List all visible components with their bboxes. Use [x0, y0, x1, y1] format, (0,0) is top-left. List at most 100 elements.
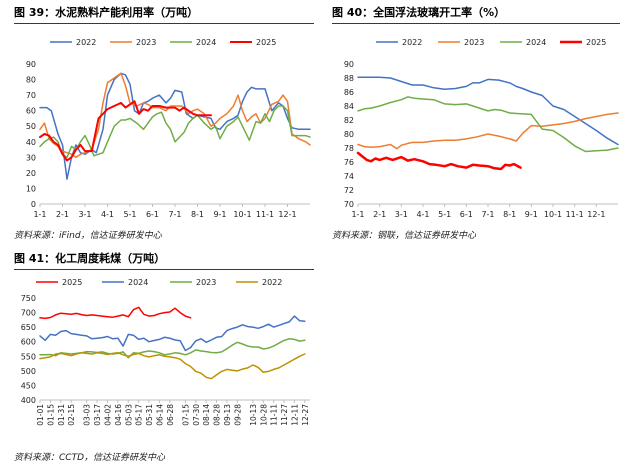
chart-3-source: 资料来源：CCTD，信达证券研发中心	[14, 453, 165, 463]
x-tick-label: 12-1	[587, 210, 605, 219]
x-tick-label: 02-15	[67, 404, 76, 426]
y-tick-label: 72	[344, 186, 354, 195]
x-tick-label: 3-1	[395, 210, 408, 219]
y-tick-label: 74	[344, 172, 354, 181]
x-tick-label: 05-03	[124, 404, 133, 426]
x-tick-label: 8-1	[503, 210, 516, 219]
chart-panel-3: 图 41：化工周度耗煤（万吨） 400 450 500 550 600 650 700 750…	[14, 250, 314, 464]
series-line-2025	[356, 151, 522, 171]
y-tick-label: 650	[21, 323, 36, 332]
x-tick-label: 2-1	[56, 210, 69, 219]
y-tick-label: 90	[26, 60, 36, 69]
series-line-2025	[39, 100, 212, 162]
legend-label-2024: 2024	[196, 38, 216, 47]
y-tick-label: 70	[344, 200, 354, 209]
y-tick-label: 84	[344, 102, 354, 111]
chart-2-source: 资料来源：钢联，信达证券研发中心	[332, 231, 477, 241]
y-tick-label: 30	[26, 153, 36, 162]
x-tick-label: 7-1	[168, 210, 181, 219]
legend-label-2025: 2025	[586, 38, 606, 47]
chart-1-title: 图 39：水泥熟料产能利用率（万吨）	[14, 6, 199, 19]
x-tick-label: 6-1	[460, 210, 473, 219]
x-tick-label: 01-01	[36, 404, 45, 426]
x-tick-label: 4-1	[101, 210, 114, 219]
x-tick-label: 07-15	[181, 404, 190, 426]
series-line-2022	[357, 76, 619, 146]
series-line-2022	[39, 72, 311, 180]
chart-1-source: 资料来源：iFind，信达证券研发中心	[14, 231, 162, 241]
legend-label-2025: 2025	[62, 278, 82, 287]
chart-1-title-rule	[14, 23, 314, 24]
legend-label-2022: 2022	[262, 278, 282, 287]
x-tick-label: 11-11	[270, 404, 279, 426]
x-tick-label: 05-17	[135, 404, 144, 426]
x-tick-label: 05-31	[145, 404, 154, 426]
x-tick-label: 3-1	[78, 210, 91, 219]
x-tick-label: 6-1	[146, 210, 159, 219]
x-tick-label: 1-1	[33, 210, 46, 219]
y-tick-label: 700	[21, 309, 36, 318]
x-tick-label: 07-30	[192, 404, 201, 426]
x-tick-label: 12-27	[301, 404, 310, 426]
x-tick-label: 7-1	[481, 210, 494, 219]
y-tick-label: 82	[344, 116, 354, 125]
x-tick-label: 03-03	[83, 404, 92, 426]
x-tick-label: 5-1	[438, 210, 451, 219]
x-tick-label: 03-17	[93, 404, 102, 426]
x-tick-label: 08-28	[213, 404, 222, 426]
y-tick-label: 750	[21, 294, 36, 303]
x-tick-label: 12-1	[278, 210, 296, 219]
series-line-2023	[357, 112, 619, 150]
x-tick-label: 10-13	[249, 404, 258, 426]
chart-1-plot: 0 10 20 30 40 50 60 70 80 90 1-1 2-1 3-1 4-1 5-1 6-1 7-1…	[26, 38, 311, 219]
series-line-2024	[357, 96, 619, 153]
x-tick-label: 10-28	[259, 404, 268, 426]
x-tick-label: 01-15	[46, 404, 55, 426]
x-tick-label: 2-1	[373, 210, 386, 219]
y-tick-label: 80	[344, 130, 354, 139]
series-line-2024	[39, 105, 311, 159]
legend-label-2022: 2022	[402, 38, 422, 47]
legend-label-2022: 2022	[76, 38, 96, 47]
y-tick-label: 450	[21, 381, 36, 390]
x-tick-label: 11-1	[566, 210, 584, 219]
x-tick-label: 12-11	[290, 404, 299, 426]
y-tick-label: 88	[344, 74, 354, 83]
x-tick-label: 4-1	[416, 210, 429, 219]
x-tick-label: 10-1	[233, 210, 251, 219]
y-tick-label: 600	[21, 338, 36, 347]
legend-label-2023: 2023	[464, 38, 484, 47]
chart-2-title: 图 40：全国浮法玻璃开工率（%）	[332, 6, 506, 19]
x-tick-label: 5-1	[123, 210, 136, 219]
x-tick-label: 11-27	[280, 404, 289, 426]
x-tick-label: 04-02	[104, 404, 113, 426]
chart-panel-1: 图 39：水泥熟料产能利用率（万吨） 0 10 20 30 40 50 60 70 80 90 1-…	[14, 4, 314, 242]
x-tick-label: 06-28	[166, 404, 175, 426]
chart-2-plot: 70 72 74 76 78 80 82 84 86 88 90 1-1 2-1 3-1 4-1 5-1 6-1…	[344, 38, 619, 219]
series-line-2025	[39, 306, 192, 320]
legend-label-2023: 2023	[136, 38, 156, 47]
y-tick-label: 70	[26, 91, 36, 100]
legend-label-2024: 2024	[526, 38, 546, 47]
y-tick-label: 76	[344, 158, 354, 167]
x-tick-label: 9-1	[213, 210, 226, 219]
x-tick-label: 09-28	[233, 404, 242, 426]
legend-label-2023: 2023	[196, 278, 216, 287]
y-tick-label: 90	[344, 60, 354, 69]
chart-2-title-rule	[332, 23, 620, 24]
y-tick-label: 50	[26, 122, 36, 131]
x-tick-label: 01-31	[57, 404, 66, 426]
y-tick-label: 10	[26, 184, 36, 193]
y-tick-label: 78	[344, 144, 354, 153]
x-tick-label: 09-13	[223, 404, 232, 426]
series-line-2024	[39, 315, 306, 352]
y-tick-label: 0	[31, 200, 36, 209]
chart-3-title-rule	[14, 269, 314, 270]
y-tick-label: 60	[26, 107, 36, 116]
y-tick-label: 500	[21, 367, 36, 376]
x-tick-label: 11-1	[256, 210, 274, 219]
y-tick-label: 20	[26, 169, 36, 178]
x-tick-label: 04-16	[114, 404, 123, 426]
y-tick-label: 86	[344, 88, 354, 97]
